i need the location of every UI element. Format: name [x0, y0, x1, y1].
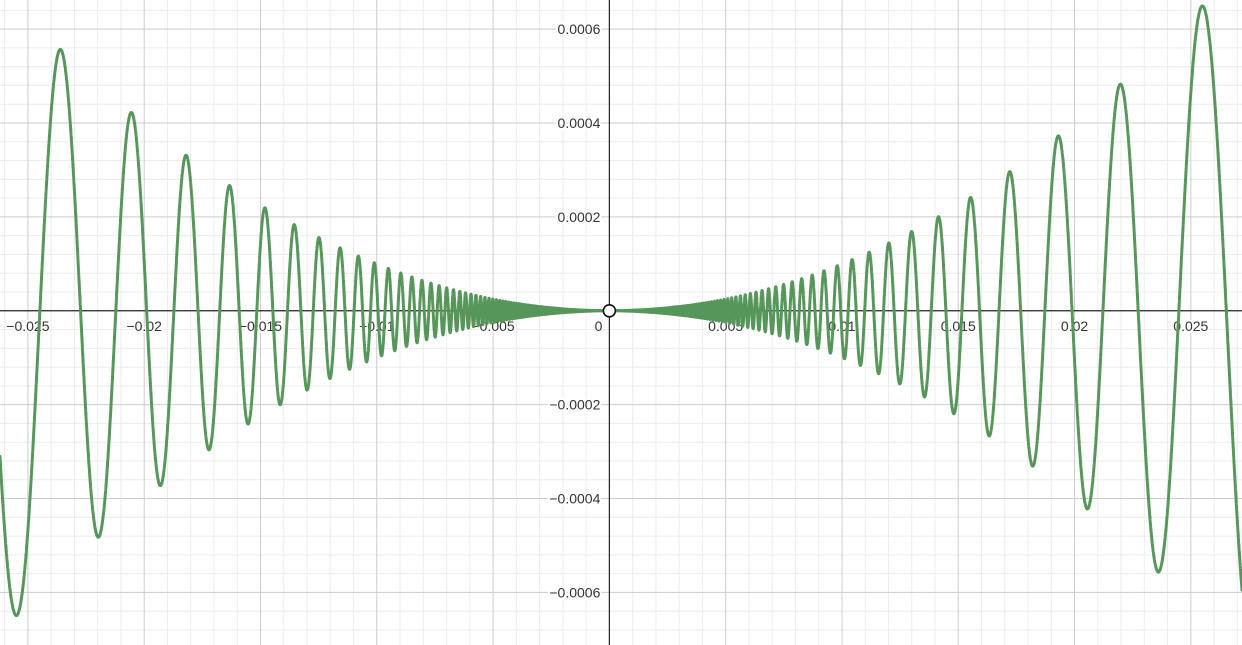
- y-tick-label: −0.0006: [549, 584, 600, 600]
- y-tick-labels: 0.0006 0.0004 0.0002 −0.0002 −0.0004 −0.0006: [547, 19, 602, 602]
- y-tick-label: −0.0004: [549, 491, 600, 507]
- x-tick-labels: −0.025 −0.02 −0.015 −0.01 −0.005 0 0.005 0.01 0.…: [4, 316, 1210, 336]
- points: [602, 303, 617, 318]
- x-tick-label: 0.015: [941, 318, 976, 334]
- y-tick-label: 0.0006: [558, 21, 601, 37]
- function-curve[interactable]: [0, 4, 1242, 618]
- x-tick-label: −0.015: [239, 318, 282, 334]
- curves: [0, 4, 1242, 618]
- x-tick-label: −0.02: [126, 318, 162, 334]
- y-tick-label: 0.0002: [558, 209, 601, 225]
- y-tick-label: −0.0002: [549, 397, 600, 413]
- y-tick-label: 0.0004: [558, 115, 601, 131]
- x-tick-label: −0.025: [6, 318, 49, 334]
- x-tick-label: 0.025: [1173, 318, 1208, 334]
- x-tick-label: 0: [595, 318, 603, 334]
- hole-point[interactable]: [602, 303, 617, 318]
- x-tick-label: 0.02: [1061, 318, 1088, 334]
